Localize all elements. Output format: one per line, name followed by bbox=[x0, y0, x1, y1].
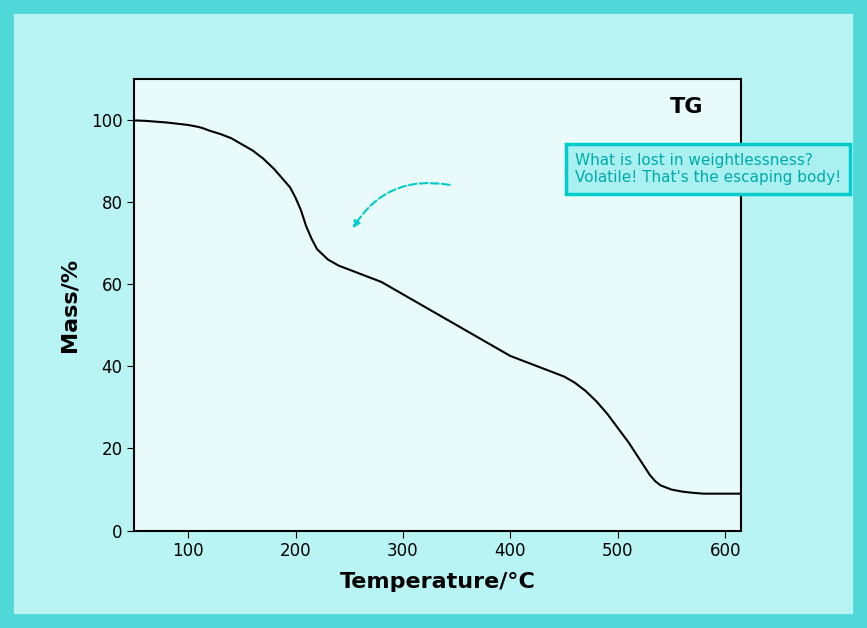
X-axis label: Temperature/°C: Temperature/°C bbox=[340, 571, 536, 592]
Text: What is lost in weightlessness?
Volatile! That's the escaping body!: What is lost in weightlessness? Volatile… bbox=[575, 153, 841, 185]
Text: TG: TG bbox=[670, 97, 703, 117]
Y-axis label: Mass/%: Mass/% bbox=[60, 257, 80, 352]
